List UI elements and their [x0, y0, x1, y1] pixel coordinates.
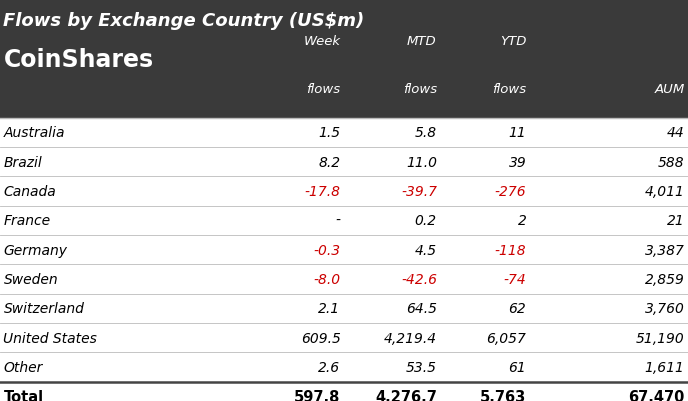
Text: 2.6: 2.6	[319, 360, 341, 374]
Text: MTD: MTD	[407, 35, 437, 48]
Text: 2.1: 2.1	[319, 302, 341, 316]
Text: France: France	[3, 214, 50, 228]
Text: CoinShares: CoinShares	[3, 48, 153, 72]
Text: 4.5: 4.5	[415, 243, 437, 257]
Text: 8.2: 8.2	[319, 155, 341, 169]
Text: 3,387: 3,387	[645, 243, 685, 257]
Text: AUM: AUM	[654, 83, 685, 96]
Text: 2: 2	[517, 214, 526, 228]
Text: Canada: Canada	[3, 184, 56, 198]
Text: 588: 588	[658, 155, 685, 169]
Text: flows: flows	[402, 83, 437, 96]
Text: YTD: YTD	[499, 35, 526, 48]
Text: 4,219.4: 4,219.4	[384, 331, 437, 345]
Text: 61: 61	[508, 360, 526, 374]
Text: -8.0: -8.0	[314, 272, 341, 286]
Text: Australia: Australia	[3, 126, 65, 140]
Bar	[0, 0, 688, 118]
Text: -276: -276	[495, 184, 526, 198]
Text: 3,760: 3,760	[645, 302, 685, 316]
Text: Flows by Exchange Country (US$m): Flows by Exchange Country (US$m)	[3, 12, 365, 30]
Text: -118: -118	[495, 243, 526, 257]
Text: -74: -74	[504, 272, 526, 286]
Text: Other: Other	[3, 360, 43, 374]
Text: Switzerland: Switzerland	[3, 302, 85, 316]
Text: Brazil: Brazil	[3, 155, 42, 169]
Text: Total: Total	[3, 389, 43, 401]
Text: 51,190: 51,190	[636, 331, 685, 345]
Text: 597.8: 597.8	[294, 389, 341, 401]
Text: 0.2: 0.2	[415, 214, 437, 228]
Text: -: -	[336, 214, 341, 228]
Text: 62: 62	[508, 302, 526, 316]
Text: 5.8: 5.8	[415, 126, 437, 140]
Text: 1,611: 1,611	[645, 360, 685, 374]
Text: 39: 39	[508, 155, 526, 169]
Text: Sweden: Sweden	[3, 272, 58, 286]
Text: -39.7: -39.7	[401, 184, 437, 198]
Text: 64.5: 64.5	[406, 302, 437, 316]
Text: 4,011: 4,011	[645, 184, 685, 198]
Text: United States: United States	[3, 331, 97, 345]
Text: 44: 44	[667, 126, 685, 140]
Text: 2,859: 2,859	[645, 272, 685, 286]
Text: -0.3: -0.3	[314, 243, 341, 257]
Text: -17.8: -17.8	[305, 184, 341, 198]
Text: 1.5: 1.5	[319, 126, 341, 140]
Text: -42.6: -42.6	[401, 272, 437, 286]
Text: flows: flows	[492, 83, 526, 96]
Text: Germany: Germany	[3, 243, 67, 257]
Text: Week: Week	[303, 35, 341, 48]
Text: 67,470: 67,470	[628, 389, 685, 401]
Text: 21: 21	[667, 214, 685, 228]
Text: flows: flows	[306, 83, 341, 96]
Text: 5,763: 5,763	[480, 389, 526, 401]
Text: 53.5: 53.5	[406, 360, 437, 374]
Text: 609.5: 609.5	[301, 331, 341, 345]
Text: 11.0: 11.0	[406, 155, 437, 169]
Text: 4,276.7: 4,276.7	[375, 389, 437, 401]
Text: 11: 11	[508, 126, 526, 140]
Text: 6,057: 6,057	[486, 331, 526, 345]
